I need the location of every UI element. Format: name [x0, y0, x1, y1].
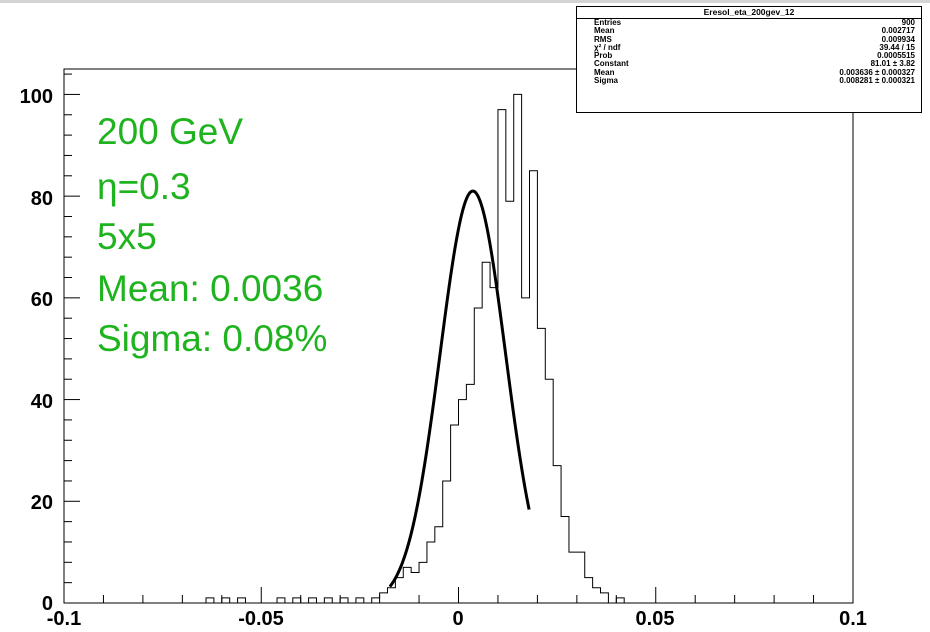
histogram-bin — [356, 598, 364, 603]
stats-row: Entries 900 — [577, 18, 921, 27]
stats-value: 0.0005515 — [877, 51, 915, 61]
histogram-bin — [403, 567, 411, 603]
histogram-bin — [451, 425, 459, 603]
histogram-bin — [380, 593, 388, 603]
stats-value: 0.008281 ± 0.000321 — [839, 76, 915, 86]
x-tick-label: 0.05 — [636, 608, 675, 630]
histogram-bin — [561, 517, 569, 603]
stats-box: Eresol_eta_200gev_12 Entries 900 Mean 0.00… — [576, 6, 922, 113]
stats-row: RMS 0.009934 — [577, 34, 921, 44]
histogram-bin — [459, 400, 467, 603]
stats-row: Mean 0.002717 — [577, 26, 921, 36]
histogram-bin — [206, 598, 214, 603]
annotation-cluster-size: 5x5 — [97, 216, 157, 257]
histogram-bin — [411, 572, 419, 603]
stats-label: Entries — [594, 18, 622, 27]
y-tick-label: 20 — [31, 492, 53, 514]
stats-value: 0.009934 — [881, 34, 915, 44]
x-tick-label: 0 — [452, 608, 463, 630]
x-minor-ticks — [63, 587, 854, 603]
stats-label: Prob — [594, 51, 613, 61]
histogram-bin — [340, 598, 348, 603]
histogram-bin — [616, 598, 624, 603]
histogram-bin — [593, 588, 601, 603]
histogram-bin — [522, 298, 530, 603]
histogram-bin — [419, 562, 427, 603]
stats-row: Mean 0.003636 ± 0.000327 — [577, 67, 921, 77]
top-border — [0, 0, 930, 3]
stats-label: Constant — [594, 59, 629, 69]
histogram-bin — [427, 542, 435, 603]
histogram-bin — [545, 379, 553, 603]
y-tick-label: 80 — [31, 188, 53, 210]
histogram-bin — [601, 593, 609, 603]
y-tick-label: 100 — [20, 86, 53, 108]
x-tick-label: -0.1 — [47, 608, 81, 630]
stats-label: χ² / ndf — [594, 42, 621, 52]
histogram-bin — [387, 588, 395, 603]
histogram-bin — [537, 328, 545, 603]
stats-label: Mean — [594, 67, 615, 77]
annotation-sigma: Sigma: 0.08% — [97, 318, 328, 359]
stats-row: Sigma 0.008281 ± 0.000321 — [577, 76, 921, 86]
histogram-bin — [293, 598, 301, 603]
y-tick-label: 0 — [42, 593, 53, 615]
histogram-bin — [569, 552, 577, 603]
y-tick-label: 60 — [31, 289, 53, 311]
histogram-bin — [466, 384, 474, 603]
annotation-mean: Mean: 0.0036 — [97, 268, 324, 309]
stats-value: 900 — [901, 18, 915, 27]
stats-value: 81.01 ± 3.82 — [870, 59, 915, 69]
histogram-bin — [324, 598, 332, 603]
histogram-bin — [435, 527, 443, 603]
histogram-bin — [443, 481, 451, 603]
stats-row: χ² / ndf 39.44 / 15 — [577, 42, 921, 52]
histogram-bin — [482, 262, 490, 603]
stats-label: Mean — [594, 26, 615, 36]
stats-row: Constant 81.01 ± 3.82 — [577, 59, 921, 69]
gaussian-fit-curve — [388, 189, 531, 588]
histogram-bin — [238, 598, 246, 603]
x-tick-label: 0.1 — [839, 608, 867, 630]
annotation-eta: η=0.3 — [97, 166, 191, 207]
histogram-bin — [585, 578, 593, 603]
histogram-bin — [277, 598, 285, 603]
x-tick-label: -0.05 — [238, 608, 284, 630]
histogram-bin — [222, 598, 230, 603]
y-tick-label: 40 — [31, 391, 53, 413]
histogram-bin — [553, 466, 561, 603]
histogram-bin — [490, 288, 498, 603]
histogram-bin — [577, 552, 585, 603]
histogram-bin — [395, 578, 403, 603]
y-minor-ticks — [64, 73, 80, 604]
histogram-bin — [514, 94, 522, 603]
histogram-outline — [205, 93, 625, 604]
histogram-bin — [372, 598, 380, 603]
stats-label: Sigma — [594, 76, 619, 86]
stats-value: 0.003636 ± 0.000327 — [839, 67, 915, 77]
stats-value: 39.44 / 15 — [879, 42, 915, 52]
stats-title: Eresol_eta_200gev_12 — [577, 7, 921, 19]
histogram-bin — [474, 308, 482, 603]
stats-label: RMS — [594, 34, 612, 44]
stats-row: Prob 0.0005515 — [577, 51, 921, 61]
stats-value: 0.002717 — [881, 26, 915, 36]
histogram-bin — [530, 171, 538, 603]
histogram-bin — [309, 598, 317, 603]
annotation-energy: 200 GeV — [97, 111, 244, 152]
